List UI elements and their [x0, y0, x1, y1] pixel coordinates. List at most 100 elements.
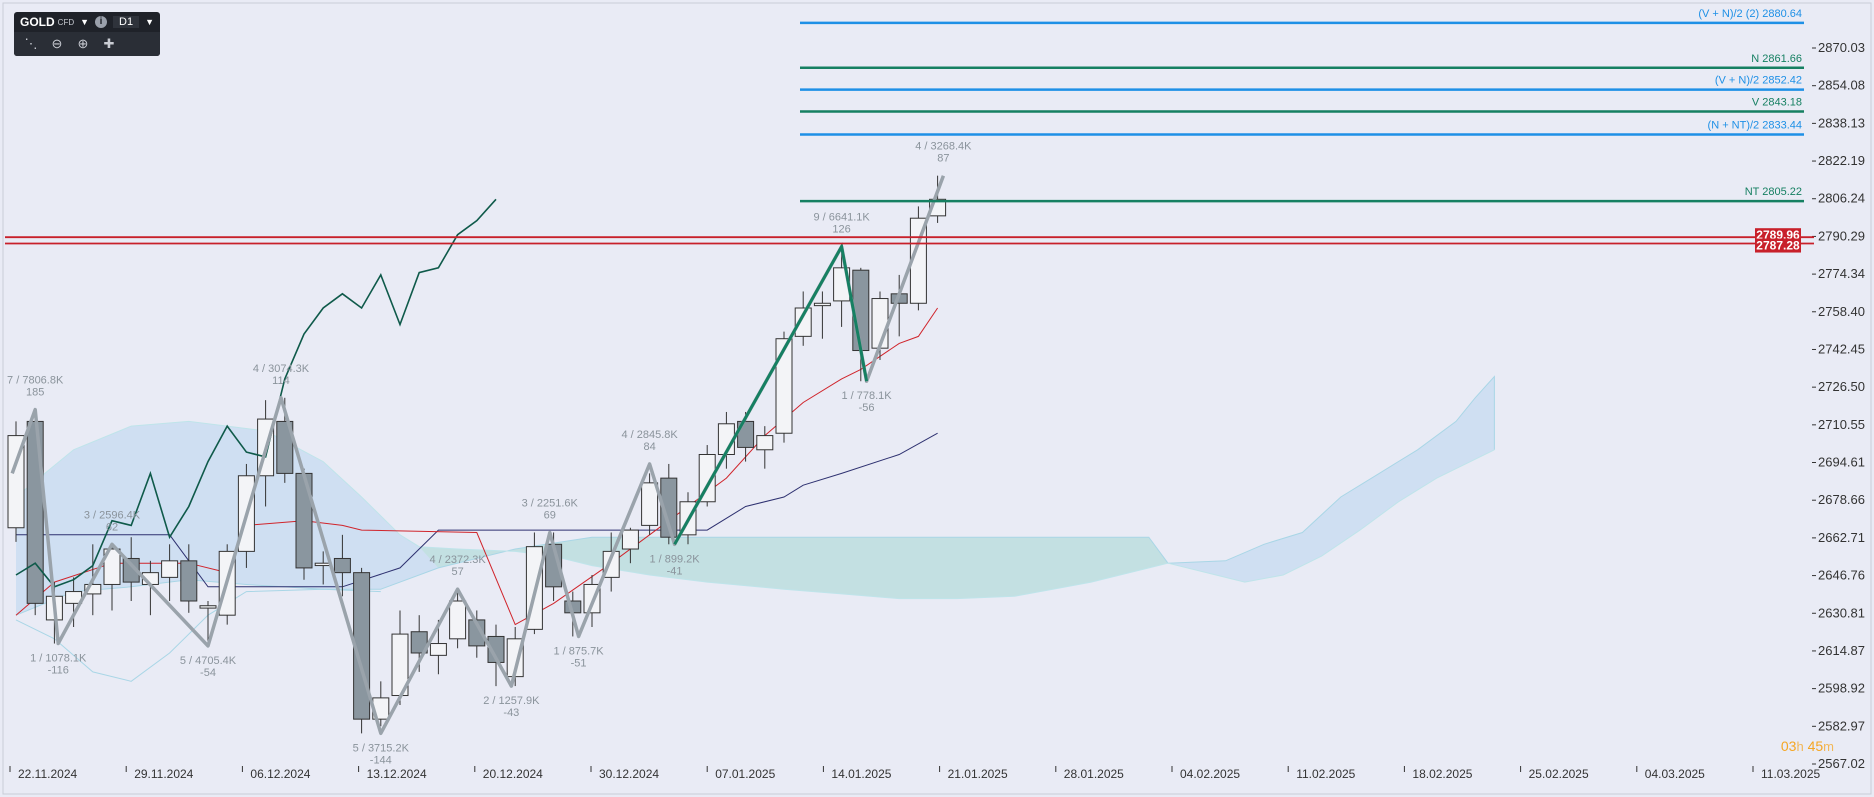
- countdown-hours-unit: h: [1796, 739, 1804, 754]
- candle-body: [660, 477, 678, 538]
- x-tick-label: 13.12.2024: [367, 767, 427, 781]
- x-tick-label: 11.03.2025: [1761, 767, 1820, 781]
- y-tick-label: 2694.61: [1818, 455, 1865, 470]
- x-tick-label: 30.12.2024: [599, 767, 659, 781]
- target-level-label: V 2843.18: [1752, 96, 1802, 108]
- zigzag-volume-label: 2 / 1257.9K: [483, 695, 540, 707]
- symbol-label[interactable]: GOLD: [20, 15, 55, 29]
- y-tick-label: 2582.97: [1818, 718, 1865, 733]
- chikou-span-line: [15, 198, 497, 588]
- candle-body: [276, 420, 294, 474]
- y-tick-label: 2742.45: [1818, 341, 1865, 356]
- zigzag-volume-label: 5 / 3715.2K: [353, 742, 410, 754]
- candle-body: [161, 560, 179, 578]
- symbol-bar: GOLD CFD ▼ i D1 ▼: [14, 12, 160, 32]
- countdown-minutes: 45: [1807, 738, 1824, 754]
- y-tick-label: 2822.19: [1818, 153, 1865, 168]
- zigzag-volume-label: 5 / 4705.4K: [180, 655, 237, 667]
- y-tick-label: 2726.50: [1818, 379, 1865, 394]
- x-tick-label: 28.01.2025: [1064, 767, 1124, 781]
- candle-body: [7, 435, 25, 529]
- candle-body: [199, 605, 217, 609]
- zoom-in-icon[interactable]: ⊕: [77, 36, 89, 51]
- zigzag-points-label: -144: [370, 754, 392, 766]
- zigzag-points-label: 126: [832, 224, 850, 236]
- candle-body: [794, 307, 812, 337]
- zigzag-points-label: 114: [272, 375, 290, 387]
- x-tick-label: 20.12.2024: [483, 767, 543, 781]
- zigzag-volume-label: 3 / 2596.4K: [84, 509, 141, 521]
- candle-body: [775, 338, 793, 434]
- zigzag-volume-label: 1 / 875.7K: [553, 645, 604, 657]
- candle-body: [333, 557, 351, 574]
- zoom-out-icon[interactable]: ⊖: [51, 36, 63, 51]
- target-level-label: (V + N)/2 2852.42: [1715, 75, 1802, 87]
- y-tick-label: 2838.13: [1818, 115, 1865, 130]
- zigzag-points-label: 69: [544, 509, 556, 521]
- zigzag-points-label: 185: [26, 387, 44, 399]
- info-icon[interactable]: i: [95, 16, 108, 28]
- y-tick-label: 2790.29: [1818, 228, 1865, 243]
- zigzag-volume-label: 4 / 2845.8K: [621, 429, 678, 441]
- candle-body: [641, 482, 659, 526]
- target-level-label: (N + NT)/2 2833.44: [1708, 119, 1802, 131]
- zigzag-points-label: -56: [859, 402, 875, 414]
- y-tick-label: 2598.92: [1818, 681, 1865, 696]
- cloud-lower-span: [15, 588, 381, 682]
- candle-body: [84, 583, 102, 595]
- candle-body: [295, 472, 313, 569]
- candle-body: [449, 600, 467, 640]
- target-level-label: NT 2805.22: [1745, 186, 1802, 198]
- crosshair-icon[interactable]: ✚: [103, 36, 115, 51]
- zigzag-volume-label: 7 / 7806.8K: [7, 375, 64, 387]
- y-tick-label: 2567.02: [1818, 756, 1865, 771]
- symbol-dropdown-icon[interactable]: ▼: [80, 17, 90, 27]
- x-tick-label: 22.11.2024: [18, 767, 77, 781]
- y-tick-label: 2774.34: [1818, 266, 1865, 281]
- x-tick-label: 29.11.2024: [134, 767, 193, 781]
- indicators-icon[interactable]: ⋱: [24, 36, 38, 51]
- zigzag-points-label: 57: [451, 566, 463, 578]
- y-tick-label: 2678.66: [1818, 492, 1865, 507]
- x-tick-label: 06.12.2024: [250, 767, 310, 781]
- chart-toolbar: GOLD CFD ▼ i D1 ▼ ⋱ ⊖ ⊕ ✚: [14, 12, 161, 56]
- senkou-span-a: [15, 375, 1495, 616]
- candle-body: [756, 435, 774, 451]
- countdown-minutes-unit: m: [1823, 739, 1834, 754]
- candle-body: [468, 619, 486, 647]
- zigzag-volume-label: 4 / 3074.3K: [253, 363, 310, 375]
- candle-body: [103, 548, 121, 585]
- zigzag-points-label: -43: [503, 707, 519, 719]
- tools-bar: ⋱ ⊖ ⊕ ✚: [14, 32, 161, 56]
- zigzag-volume-label: 1 / 1078.1K: [30, 653, 87, 665]
- level-price-tag: [1755, 238, 1801, 253]
- y-tick-label: 2614.87: [1818, 643, 1865, 658]
- zigzag-points-label: -116: [48, 665, 69, 677]
- zigzag-points-label: 87: [937, 153, 949, 165]
- timeframe-label[interactable]: D1: [113, 16, 140, 28]
- candle-body: [429, 643, 447, 656]
- x-tick-label: 04.02.2025: [1180, 767, 1240, 781]
- candle-body: [180, 560, 198, 602]
- timeframe-dropdown-icon[interactable]: ▼: [145, 17, 155, 27]
- zigzag-points-label: 62: [106, 521, 118, 533]
- x-tick-label: 07.01.2025: [715, 767, 775, 781]
- zigzag-points-label: 84: [643, 441, 655, 453]
- candle-body: [487, 635, 505, 663]
- y-tick-label: 2662.71: [1818, 530, 1865, 545]
- zigzag-points-label: -41: [667, 565, 683, 577]
- target-level-label: N 2861.66: [1751, 53, 1802, 65]
- y-tick-label: 2806.24: [1818, 191, 1865, 206]
- x-tick-label: 04.03.2025: [1645, 767, 1705, 781]
- candle-body: [410, 631, 428, 654]
- zigzag-volume-label: 9 / 6641.1K: [813, 212, 870, 224]
- x-tick-label: 21.01.2025: [948, 767, 1008, 781]
- wave-line: [673, 242, 869, 546]
- y-tick-label: 2710.55: [1818, 417, 1865, 432]
- zigzag-volume-label: 1 / 899.2K: [649, 553, 700, 565]
- y-tick-label: 2854.08: [1818, 78, 1865, 93]
- target-level-label: (V + N)/2 (2) 2880.64: [1698, 8, 1802, 20]
